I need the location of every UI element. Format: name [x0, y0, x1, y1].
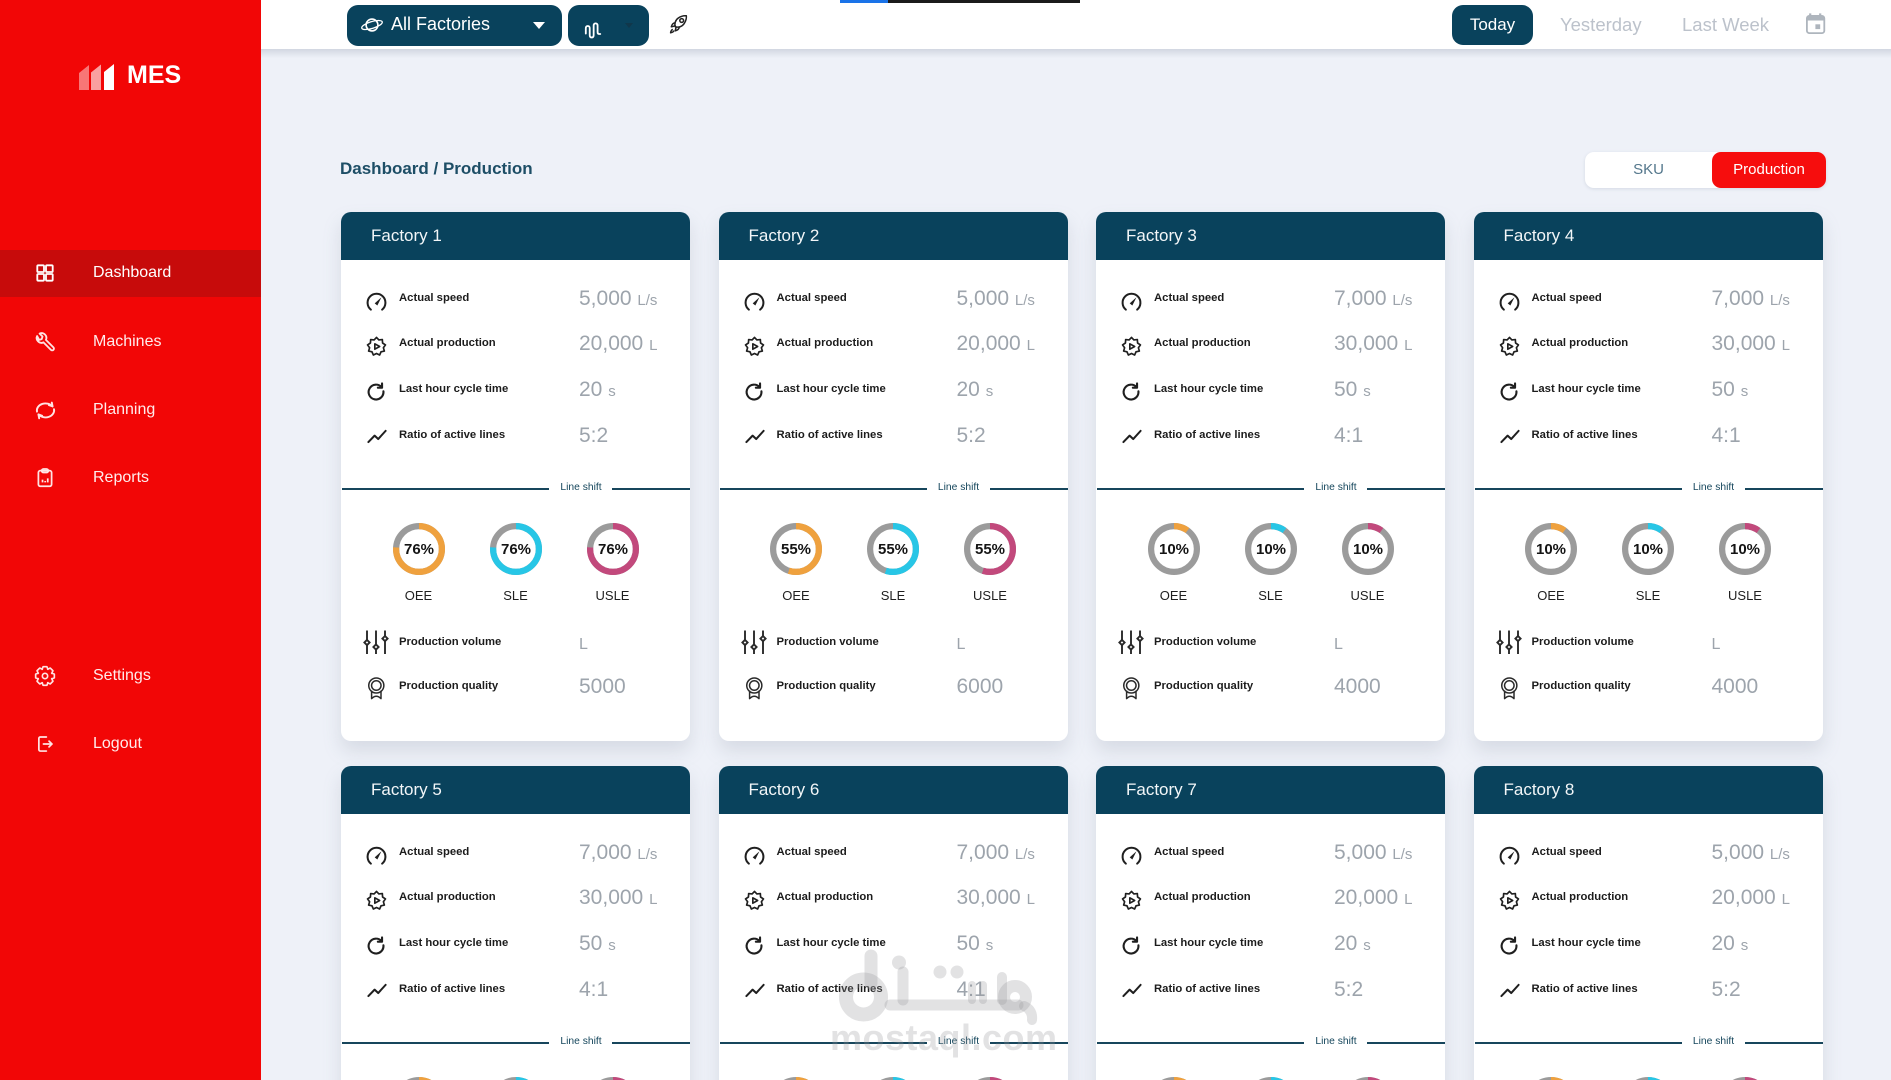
svg-text:76%: 76%: [500, 541, 530, 558]
svg-text:76%: 76%: [403, 541, 433, 558]
svg-text:10%: 10%: [1536, 541, 1566, 558]
svg-text:55%: 55%: [878, 541, 908, 558]
svg-text:55%: 55%: [975, 541, 1005, 558]
svg-text:10%: 10%: [1255, 541, 1285, 558]
svg-text:10%: 10%: [1730, 541, 1760, 558]
svg-text:76%: 76%: [597, 541, 627, 558]
svg-text:10%: 10%: [1633, 541, 1663, 558]
svg-text:55%: 55%: [781, 541, 811, 558]
svg-text:10%: 10%: [1158, 541, 1188, 558]
svg-text:10%: 10%: [1352, 541, 1382, 558]
